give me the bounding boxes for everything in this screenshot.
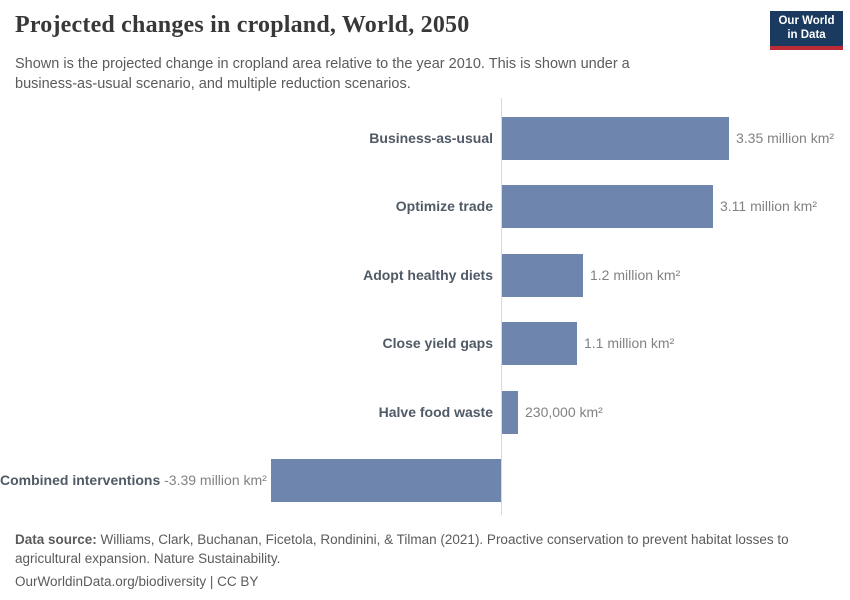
bar[interactable] — [502, 185, 713, 228]
footer-links-line: OurWorldinData.org/biodiversity | CC BY — [15, 573, 837, 592]
chart-footer: Data source: Williams, Clark, Buchanan, … — [15, 531, 837, 592]
category-label: Business-as-usual — [369, 130, 493, 146]
category-label: Adopt healthy diets — [363, 267, 493, 283]
bar[interactable] — [502, 391, 518, 434]
owid-url-link[interactable]: OurWorldinData.org/biodiversity — [15, 574, 207, 590]
data-source-text: Williams, Clark, Buchanan, Ficetola, Ron… — [15, 532, 789, 566]
bar[interactable] — [502, 254, 583, 297]
data-source-label: Data source: — [15, 532, 97, 547]
license-link[interactable]: CC BY — [217, 574, 259, 590]
category-and-value-label: Combined interventions -3.39 million km² — [0, 459, 267, 502]
chart-subtitle: Shown is the projected change in croplan… — [15, 56, 630, 92]
value-label: 1.1 million km² — [584, 335, 675, 351]
value-label: -3.39 million km² — [164, 472, 267, 488]
page-title: Projected changes in cropland, World, 20… — [15, 12, 470, 38]
bar[interactable] — [502, 117, 729, 160]
bar[interactable] — [271, 459, 501, 502]
owid-logo-line2: in Data — [787, 28, 826, 41]
value-label: 1.2 million km² — [590, 267, 681, 283]
owid-logo-stripe — [770, 45, 843, 50]
owid-logo-line1: Our World — [778, 15, 835, 27]
category-label: Halve food waste — [378, 404, 493, 420]
footer-separator: | — [206, 574, 218, 590]
value-label: 230,000 km² — [525, 404, 603, 420]
value-label: 3.35 million km² — [736, 130, 835, 146]
data-source-line: Data source: Williams, Clark, Buchanan, … — [15, 531, 837, 568]
bar[interactable] — [502, 322, 577, 365]
value-label: 3.11 million km² — [720, 198, 817, 214]
category-label: Combined interventions — [0, 472, 165, 488]
category-label: Optimize trade — [395, 198, 493, 214]
owid-logo[interactable]: Our World in Data — [770, 11, 843, 50]
zero-axis-line — [501, 98, 502, 515]
chart-area: Business-as-usual 3.35 million km² Optimiz… — [0, 98, 850, 518]
category-label: Close yield gaps — [382, 335, 493, 351]
